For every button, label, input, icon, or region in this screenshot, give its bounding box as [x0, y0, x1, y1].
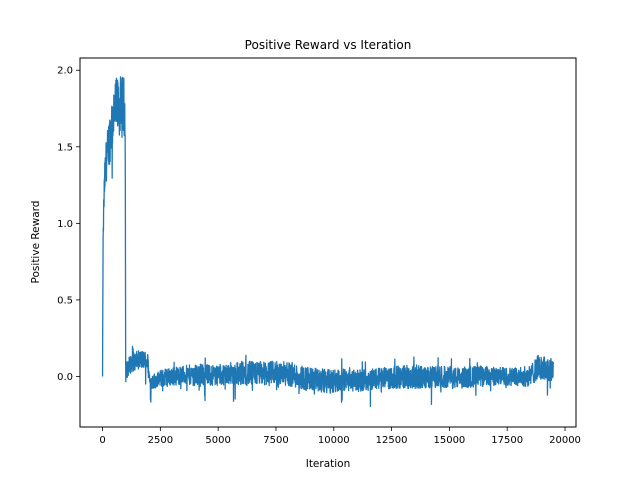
- y-axis-label: Positive Reward: [30, 201, 42, 284]
- x-tick-label: 7500: [263, 435, 288, 446]
- chart-title: Positive Reward vs Iteration: [245, 38, 412, 52]
- y-tick-label: 1.5: [57, 142, 73, 153]
- x-tick-label: 5000: [205, 435, 230, 446]
- y-tick-label: 0.5: [57, 295, 73, 306]
- x-tick-label: 2500: [148, 435, 173, 446]
- y-axis: 0.0 0.5 1.0 1.5 2.0: [57, 66, 80, 383]
- x-tick-label: 15000: [433, 435, 465, 446]
- plot-area: [101, 76, 555, 408]
- axes-frame: [79, 57, 577, 428]
- y-tick-label: 2.0: [57, 66, 73, 77]
- x-tick-label: 17500: [491, 435, 523, 446]
- x-tick-label: 10000: [318, 435, 350, 446]
- x-tick-label: 12500: [376, 435, 408, 446]
- x-axis: 0 2500 5000 7500 10000 12500 15000 17500 20000: [99, 427, 581, 446]
- x-tick-label: 20000: [549, 435, 581, 446]
- y-tick-label: 1.0: [57, 219, 73, 230]
- series-line: [101, 76, 555, 408]
- y-tick-label: 0.0: [57, 372, 73, 383]
- x-tick-label: 0: [99, 435, 105, 446]
- x-axis-label: Iteration: [306, 458, 351, 470]
